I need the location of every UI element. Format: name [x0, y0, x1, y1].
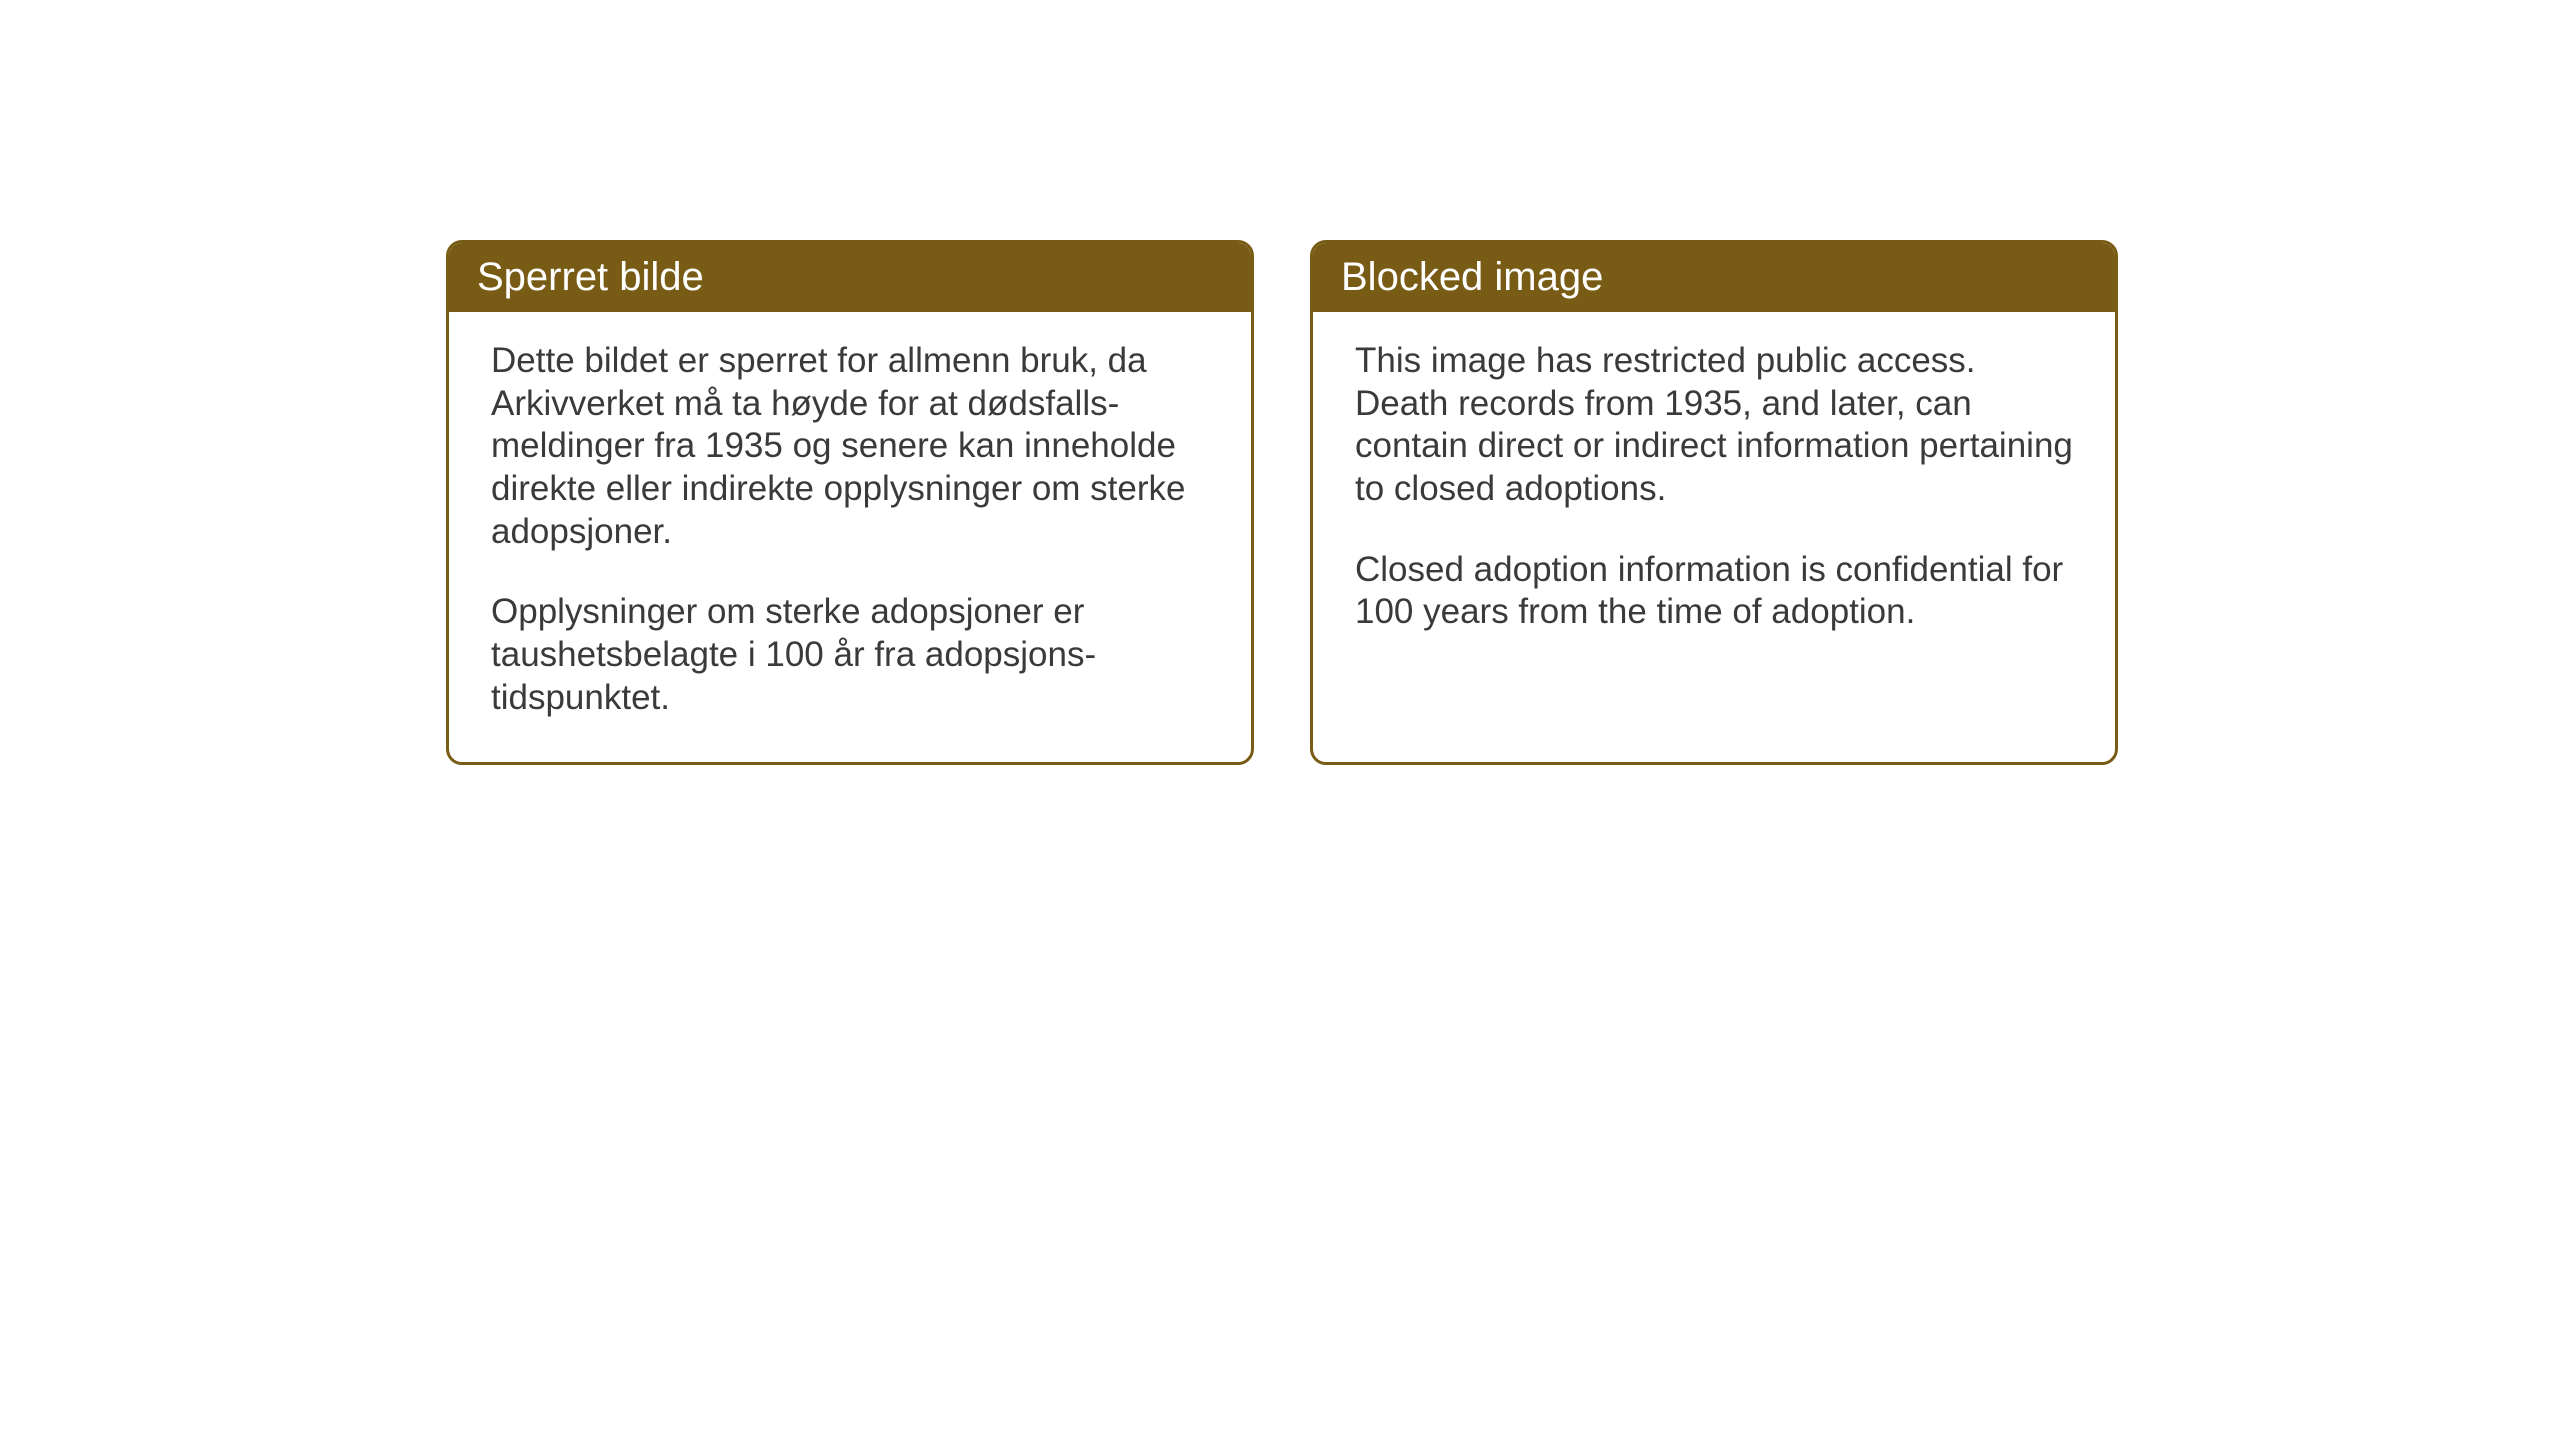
norwegian-card-title: Sperret bilde	[477, 255, 704, 299]
english-paragraph-2: Closed adoption information is confident…	[1355, 549, 2073, 634]
norwegian-paragraph-2: Opplysninger om sterke adopsjoner er tau…	[491, 591, 1209, 719]
notice-cards-container: Sperret bilde Dette bildet er sperret fo…	[446, 240, 2118, 765]
norwegian-notice-card: Sperret bilde Dette bildet er sperret fo…	[446, 240, 1254, 765]
norwegian-card-header: Sperret bilde	[449, 243, 1251, 312]
english-card-title: Blocked image	[1341, 255, 1603, 299]
english-card-header: Blocked image	[1313, 243, 2115, 312]
english-notice-card: Blocked image This image has restricted …	[1310, 240, 2118, 765]
english-card-body: This image has restricted public access.…	[1313, 312, 2115, 676]
english-paragraph-1: This image has restricted public access.…	[1355, 340, 2073, 511]
norwegian-card-body: Dette bildet er sperret for allmenn bruk…	[449, 312, 1251, 762]
norwegian-paragraph-1: Dette bildet er sperret for allmenn bruk…	[491, 340, 1209, 553]
